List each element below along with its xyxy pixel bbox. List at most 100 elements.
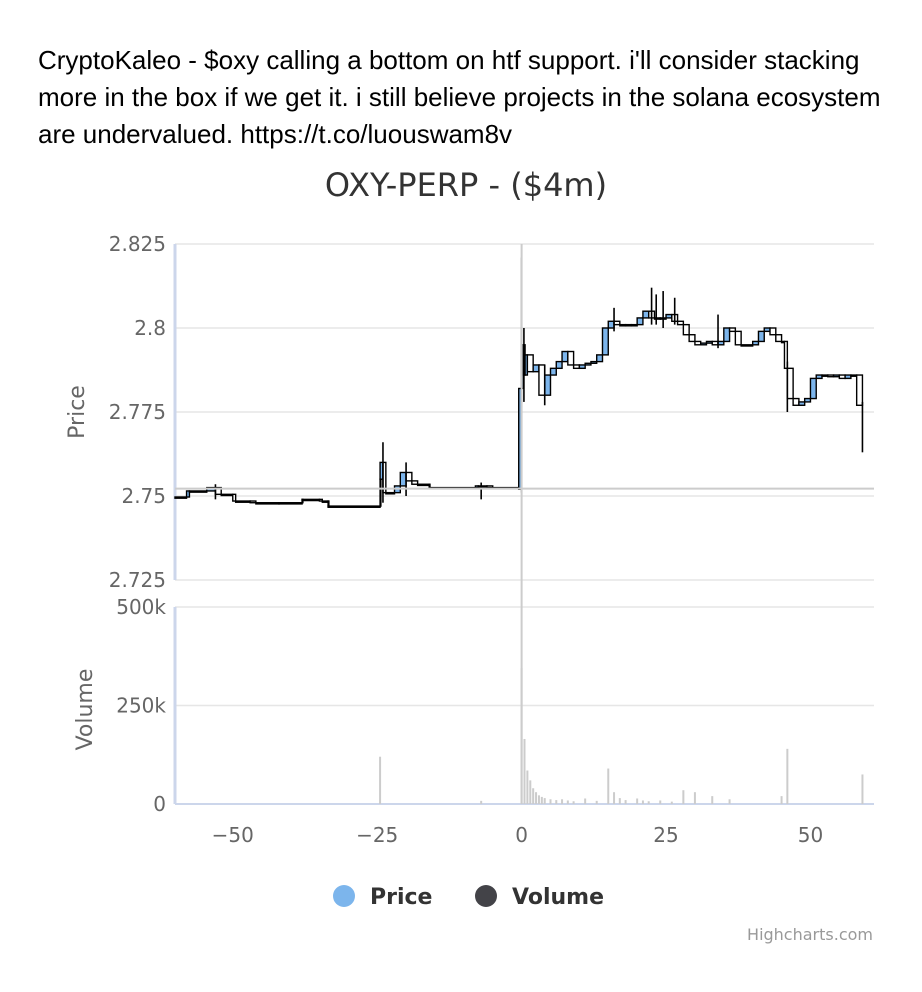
legend-price-label: Price [370,885,432,910]
volume-bar [682,790,685,804]
x-tick-label: −25 [356,823,398,847]
price-candle [249,500,257,504]
x-tick-label: 0 [515,823,528,847]
price-candle [327,500,330,507]
volume-bar [595,800,598,804]
price-candle [278,502,303,505]
price-candle [405,471,413,482]
volume-bar [572,801,575,804]
volume-bar [584,798,587,804]
price-candle [301,498,321,502]
price-candle [185,490,191,498]
volume-tick-label: 500k [116,595,166,619]
price-candle [792,397,800,406]
price-candle [757,330,765,343]
price-candle [699,342,708,346]
price-candle [385,491,396,495]
price-candle [624,323,633,327]
volume-bar [641,800,644,804]
volume-bar [549,799,552,804]
price-candle [526,354,534,373]
volume-bar [861,774,864,804]
price-candle [411,480,419,485]
volume-axis-ticks: 0 250k 500k [116,595,166,816]
price-candle [399,471,407,487]
volume-bar [613,792,616,804]
volume-bar [543,798,546,804]
price-candle [705,340,713,344]
volume-bar [647,801,650,804]
price-tick-label: 2.8 [134,316,166,340]
volume-tick-label: 0 [153,792,166,816]
price-candle [174,496,188,499]
price-candle [642,310,650,319]
price-gridlines [175,243,874,581]
legend-item-price[interactable]: Price [333,885,432,910]
x-axis-ticks: −50 −25 0 25 50 [212,823,824,847]
price-candle [532,364,540,373]
price-candle [477,485,488,488]
price-candle [613,320,621,326]
price-tick-label: 2.825 [109,232,166,256]
price-candle [486,485,494,489]
price-candle [815,374,823,380]
volume-bar [526,770,529,804]
price-candle [255,502,280,505]
price-candle [619,323,627,327]
tweet-text: CryptoKaleo - $oxy calling a bottom on h… [38,45,881,149]
volume-bar [670,801,673,804]
volume-bar [540,796,543,804]
volume-bar [711,796,714,804]
price-candle [416,483,430,487]
price-candle [723,327,731,343]
volume-bar [561,799,564,804]
price-candle [590,360,598,364]
price-series [174,257,864,508]
price-axis-title: Price [65,385,90,439]
volume-bar [532,788,535,804]
legend[interactable]: Price Volume [333,885,604,910]
volume-bar [624,800,627,804]
price-candle [717,340,725,346]
price-candle [607,320,615,329]
price-candle [234,500,251,503]
volume-bar [555,800,558,804]
volume-series [379,668,864,804]
price-candle [682,323,690,336]
volume-bar [529,780,532,804]
volume-axis-title: Volume [73,669,98,751]
price-tick-label: 2.775 [109,400,166,424]
price-candle [561,350,569,363]
highcharts-credit[interactable]: Highcharts.com [747,925,873,944]
volume-bar [566,800,569,804]
price-candle [832,374,841,378]
price-candle [769,327,777,336]
price-candle [549,367,557,376]
price-candle [775,334,783,343]
volume-bar [480,800,483,804]
price-candle [220,493,234,497]
x-tick-label: 50 [798,823,823,847]
price-candle [783,340,789,370]
legend-item-volume[interactable]: Volume [475,885,604,910]
price-candle [676,320,685,326]
price-candle [232,493,237,502]
price-candle [728,327,737,333]
volume-bar [537,795,540,804]
price-candle [827,374,835,378]
price-candle [821,374,829,377]
volume-bar [618,798,621,804]
price-candle [838,374,846,380]
price-candle [321,500,329,503]
price-candle [327,505,381,508]
price-candle [555,360,563,370]
price-candle [734,330,742,346]
price-candle [763,327,771,333]
price-candle [379,478,382,507]
price-tick-label: 2.725 [109,568,166,592]
price-candle [665,313,673,319]
price-candle [798,401,806,406]
price-candle [318,498,324,502]
price-candle [567,350,575,366]
